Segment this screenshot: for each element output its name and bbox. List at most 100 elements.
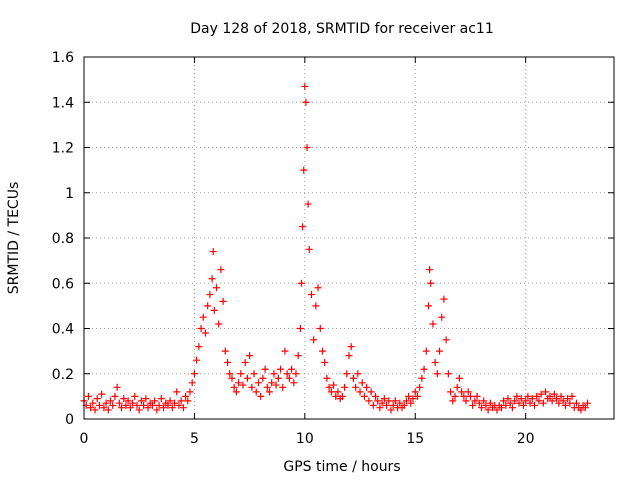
data-point xyxy=(102,399,110,407)
data-point xyxy=(151,397,159,405)
data-point xyxy=(113,383,121,391)
data-point xyxy=(301,82,309,90)
data-point xyxy=(376,404,384,412)
data-point xyxy=(153,406,161,414)
data-point xyxy=(367,388,375,396)
data-point xyxy=(345,352,353,360)
data-point xyxy=(93,395,101,403)
data-point xyxy=(319,347,326,355)
data-point xyxy=(294,352,302,360)
data-point xyxy=(338,392,346,400)
data-point xyxy=(325,383,333,391)
data-point xyxy=(411,388,419,396)
data-point xyxy=(195,343,203,351)
data-point xyxy=(279,383,287,391)
data-point xyxy=(157,395,165,403)
data-point xyxy=(201,329,209,337)
data-point xyxy=(436,347,444,355)
data-point xyxy=(451,392,459,400)
data-point xyxy=(135,406,143,414)
x-tick-label: 15 xyxy=(406,431,424,447)
data-point xyxy=(460,392,468,400)
data-point xyxy=(577,406,585,414)
data-point xyxy=(387,406,395,414)
data-point xyxy=(155,401,163,409)
y-tick-labels: 0 0.2 0.4 0.6 0.8 1 1.2 1.4 1.6 xyxy=(52,50,74,428)
data-point xyxy=(555,399,563,407)
data-point xyxy=(564,395,572,403)
data-point xyxy=(111,392,119,400)
data-point xyxy=(557,392,565,400)
data-point xyxy=(248,383,256,391)
data-point xyxy=(288,365,296,373)
data-point xyxy=(546,392,554,400)
data-point xyxy=(250,370,258,378)
data-point xyxy=(349,374,357,382)
data-point xyxy=(107,397,114,405)
data-point xyxy=(100,404,108,412)
data-point xyxy=(239,381,247,389)
data-point xyxy=(449,397,457,405)
data-point xyxy=(506,399,514,407)
data-point xyxy=(553,395,561,403)
data-point xyxy=(197,325,205,332)
data-point xyxy=(334,388,342,396)
data-point xyxy=(137,397,145,405)
data-point xyxy=(186,388,194,396)
data-point xyxy=(263,383,271,391)
data-point xyxy=(425,302,432,310)
data-point xyxy=(300,166,308,174)
data-point xyxy=(217,266,225,274)
data-point xyxy=(478,404,485,412)
grid-lines xyxy=(84,57,614,419)
data-point xyxy=(581,404,589,412)
data-point xyxy=(274,374,282,382)
data-point xyxy=(232,388,240,396)
data-point xyxy=(471,397,479,405)
data-point xyxy=(343,370,351,378)
data-points xyxy=(80,82,591,414)
data-point xyxy=(89,399,97,407)
data-point xyxy=(304,200,312,208)
data-point xyxy=(513,392,521,400)
data-point xyxy=(500,397,508,405)
data-point xyxy=(120,395,128,403)
data-point xyxy=(129,399,137,407)
data-point xyxy=(422,347,430,355)
data-point xyxy=(190,370,198,378)
data-point xyxy=(87,404,95,412)
data-point xyxy=(168,404,176,412)
data-point xyxy=(219,297,227,305)
data-point xyxy=(442,336,450,344)
y-tick-label: 1.6 xyxy=(52,50,74,66)
data-point xyxy=(352,383,360,391)
data-point xyxy=(126,404,134,412)
y-tick-label: 1.2 xyxy=(52,141,74,157)
data-point xyxy=(277,365,285,373)
data-point xyxy=(210,306,218,314)
data-point xyxy=(354,370,362,378)
data-point xyxy=(131,392,139,400)
data-point xyxy=(323,374,331,382)
data-point xyxy=(511,397,519,405)
data-point xyxy=(261,365,269,373)
data-point xyxy=(204,302,212,310)
data-point xyxy=(539,399,547,407)
data-point xyxy=(237,370,245,378)
data-point xyxy=(420,365,428,373)
data-point xyxy=(292,370,300,378)
data-point xyxy=(396,399,404,407)
data-point xyxy=(537,390,545,398)
data-point xyxy=(497,404,505,412)
data-point xyxy=(550,390,558,398)
data-point xyxy=(502,401,510,409)
data-point xyxy=(140,401,148,409)
data-point xyxy=(122,401,130,409)
data-point xyxy=(184,397,192,405)
data-point xyxy=(171,399,179,407)
data-point xyxy=(418,374,426,382)
data-point xyxy=(257,392,265,400)
data-point xyxy=(327,388,335,396)
data-point xyxy=(464,388,472,396)
data-point xyxy=(389,401,397,409)
